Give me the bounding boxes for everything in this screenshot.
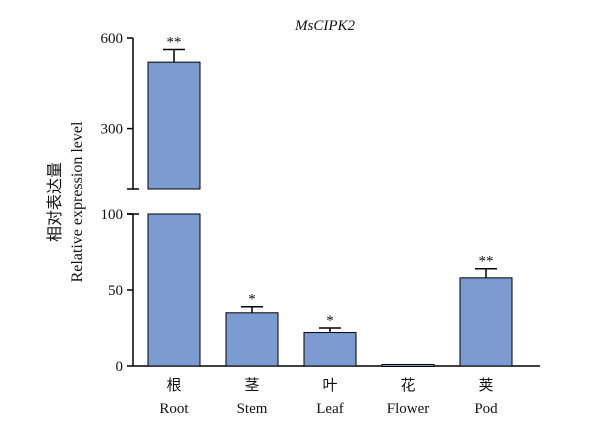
x-tick-label-cn: 茎 <box>244 377 259 394</box>
x-tick-label-cn: 荚 <box>478 377 493 394</box>
y-tick-label: 100 <box>101 207 124 223</box>
y-axis-label: Relative expression level <box>69 121 86 282</box>
significance-label: * <box>248 292 256 308</box>
y-tick-label: 50 <box>108 283 123 299</box>
bar <box>459 277 513 367</box>
bar-upper-segment <box>147 61 201 190</box>
x-tick-label-cn: 花 <box>400 377 415 394</box>
x-tick-label: Root <box>159 401 189 417</box>
y-tick-label: 300 <box>101 122 124 138</box>
significance-label: ** <box>167 34 182 50</box>
y-tick-label: 0 <box>116 359 124 375</box>
bar <box>303 332 357 367</box>
x-tick-label-cn: 根 <box>166 377 181 394</box>
significance-label: * <box>326 313 334 329</box>
bar <box>225 312 279 367</box>
x-tick-label-cn: 叶 <box>322 377 337 394</box>
y-tick-label: 600 <box>101 31 124 47</box>
bars: ** 根 Root * 茎 Stem * 叶 Leaf 花 Flower ** 荚 Pod <box>147 34 513 417</box>
x-tick-label: Leaf <box>316 401 343 417</box>
x-tick-label: Stem <box>237 401 268 417</box>
x-tick-label: Pod <box>474 401 498 417</box>
x-tick-label: Flower <box>387 401 430 417</box>
chart-title: MsCIPK2 <box>294 18 356 34</box>
significance-label: ** <box>479 254 494 270</box>
bar <box>147 213 201 367</box>
bar <box>381 363 435 367</box>
y-axis-label-cn: 相对表达量 <box>46 162 64 242</box>
